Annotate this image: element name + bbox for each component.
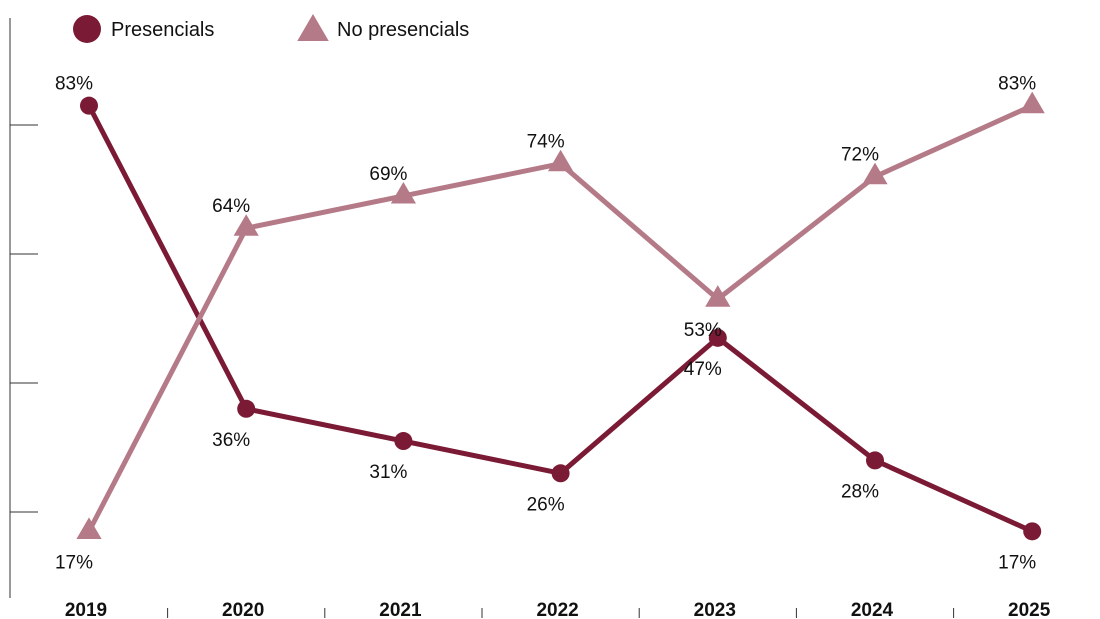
data-point bbox=[390, 181, 416, 204]
x-tick-label: 2025 bbox=[1008, 600, 1051, 619]
data-labels: 83% 36% 31% 26% 47% 28% 17% 17% 64% 69% 74% 53% 72% 8… bbox=[55, 74, 1036, 574]
legend-triangle-icon bbox=[297, 14, 329, 41]
x-tick-label: 2020 bbox=[222, 600, 264, 619]
data-label: 17% bbox=[55, 552, 93, 573]
legend-label: Presencials bbox=[111, 19, 214, 41]
data-label: 83% bbox=[55, 74, 93, 95]
x-tick-label: 2022 bbox=[536, 600, 578, 619]
x-axis: 2019 2020 2021 2022 2023 2024 2025 bbox=[65, 600, 1051, 619]
legend-circle-icon bbox=[73, 15, 101, 43]
data-point bbox=[862, 162, 888, 185]
x-tick-label: 2024 bbox=[851, 600, 894, 619]
data-label: 72% bbox=[841, 145, 879, 166]
data-point bbox=[233, 214, 259, 236]
x-tick-label: 2023 bbox=[694, 600, 736, 619]
data-point bbox=[1019, 91, 1045, 114]
data-point bbox=[76, 517, 102, 539]
data-label: 47% bbox=[684, 359, 722, 380]
x-tick-label: 2021 bbox=[379, 600, 422, 619]
data-point bbox=[394, 432, 413, 451]
data-point bbox=[1023, 522, 1042, 541]
legend: Presencials No presencials bbox=[73, 14, 469, 43]
data-label: 53% bbox=[684, 320, 722, 341]
data-label: 69% bbox=[369, 164, 407, 185]
data-label: 28% bbox=[841, 481, 879, 502]
data-point bbox=[80, 96, 98, 115]
data-point bbox=[866, 451, 884, 470]
data-point bbox=[708, 328, 727, 347]
data-label: 64% bbox=[212, 196, 250, 217]
y-axis bbox=[9, 18, 38, 598]
data-label: 17% bbox=[998, 552, 1036, 573]
data-point bbox=[548, 149, 574, 172]
x-tick-label: 2019 bbox=[65, 600, 107, 619]
data-point bbox=[705, 285, 731, 307]
data-label: 83% bbox=[998, 74, 1036, 95]
data-label: 31% bbox=[369, 462, 407, 483]
data-label: 36% bbox=[212, 430, 250, 451]
data-label: 26% bbox=[527, 494, 565, 515]
data-point bbox=[237, 399, 256, 418]
data-point bbox=[551, 464, 570, 483]
data-label: 74% bbox=[527, 132, 565, 153]
legend-label: No presencials bbox=[337, 19, 469, 41]
series-group bbox=[76, 91, 1045, 541]
